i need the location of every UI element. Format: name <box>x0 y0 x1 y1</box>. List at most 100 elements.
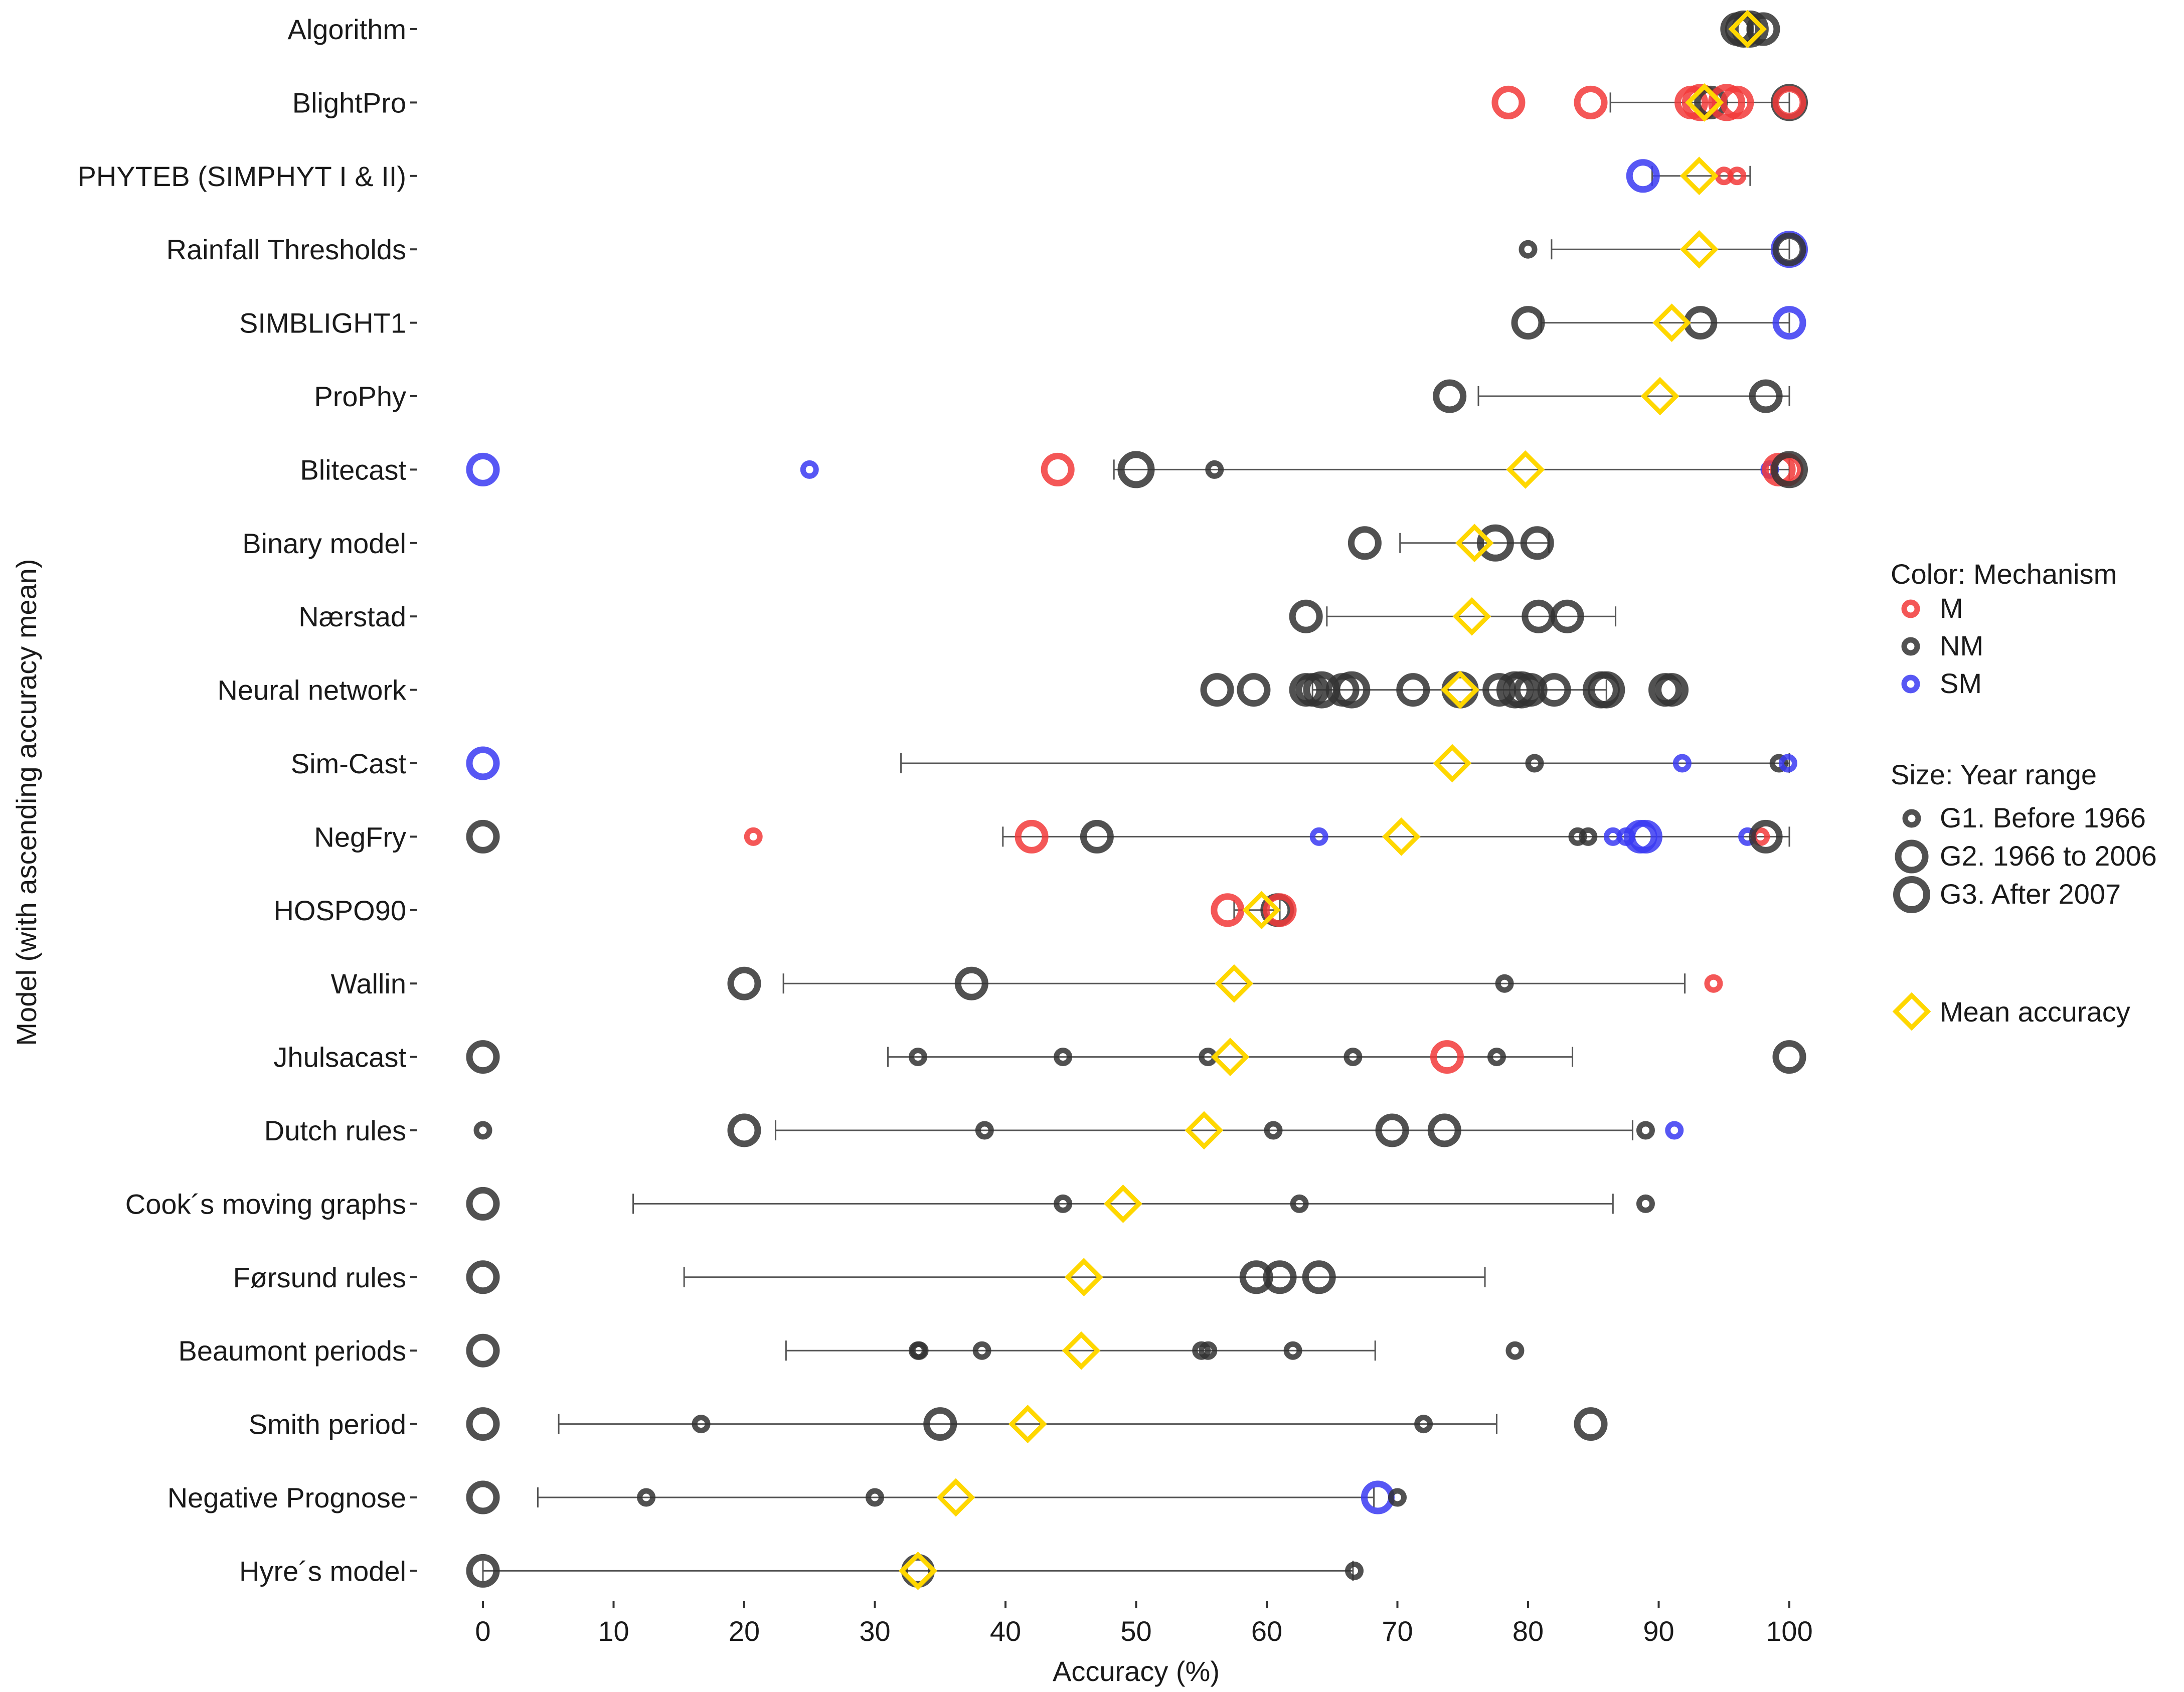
model-row-14 <box>466 1038 1806 1076</box>
x-axis-title: Accuracy (%) <box>1053 1655 1220 1687</box>
y-tick-label: Wallin <box>331 968 406 999</box>
data-point <box>972 1341 991 1360</box>
data-point <box>1749 379 1783 413</box>
model-row-3 <box>1519 230 1808 269</box>
mean-marker <box>1640 377 1679 416</box>
data-point <box>1574 85 1608 119</box>
data-point <box>1772 232 1806 266</box>
legend-color-title: Color: Mechanism <box>1891 558 2117 590</box>
data-point <box>1414 1415 1433 1434</box>
data-point <box>466 819 500 854</box>
model-row-19 <box>466 1405 1608 1443</box>
mean-marker <box>1652 303 1691 342</box>
y-tick-label: Cook´s moving graphs <box>125 1188 406 1220</box>
data-point <box>1239 1260 1273 1294</box>
data-point <box>1117 451 1155 488</box>
data-point <box>1665 1121 1684 1140</box>
y-tick-label: Førsund rules <box>233 1262 406 1293</box>
y-tick-label: Algorithm <box>287 14 406 45</box>
data-point <box>1550 599 1584 633</box>
legend-color-label: SM <box>1940 667 1982 699</box>
data-point <box>1626 159 1660 193</box>
data-point <box>1749 819 1783 854</box>
data-point <box>1505 1341 1525 1360</box>
data-point <box>1309 827 1328 846</box>
data-point <box>466 452 500 486</box>
data-point <box>1771 451 1808 488</box>
data-point <box>1015 819 1049 854</box>
y-tick-label: PHYTEB (SIMPHYT I & II) <box>77 160 406 192</box>
data-point <box>1430 1040 1464 1074</box>
y-tick-label: Neural network <box>217 674 407 706</box>
data-point <box>692 1415 711 1434</box>
data-point <box>1264 1121 1283 1140</box>
y-tick-label: Rainfall Thresholds <box>166 234 406 265</box>
model-row-8 <box>1289 597 1617 636</box>
model-row-7 <box>1348 524 1554 563</box>
model-row-5 <box>1433 377 1790 416</box>
mean-marker <box>1185 1111 1224 1150</box>
data-point <box>466 1333 500 1368</box>
data-point <box>1704 974 1723 993</box>
y-tick-label: Nærstad <box>298 601 406 632</box>
data-point <box>473 1121 492 1140</box>
data-point <box>1502 671 1540 709</box>
mean-marker <box>1433 744 1472 783</box>
data-point <box>923 1407 957 1441</box>
x-tick-label: 40 <box>990 1615 1021 1647</box>
legend: Color: Mechanism Size: Year range Mean a… <box>1891 558 2157 1031</box>
data-point <box>466 1554 500 1588</box>
y-tick-label: Dutch rules <box>264 1115 406 1146</box>
data-point <box>727 1113 761 1147</box>
data-point <box>1290 1194 1309 1213</box>
x-axis: 0 10 20 30 40 50 60 70 80 90 100 <box>475 1601 1813 1647</box>
data-point <box>866 1488 884 1507</box>
data-point <box>1579 827 1598 846</box>
legend-color-label: NM <box>1940 630 1983 661</box>
data-point <box>466 1480 500 1514</box>
legend-size-swatch <box>1902 809 1921 828</box>
legend-size-label: G3. After 2007 <box>1940 878 2121 910</box>
data-point <box>1289 599 1323 633</box>
legend-color-label: M <box>1940 592 1963 624</box>
data-point <box>1041 452 1075 486</box>
data-point <box>1588 671 1625 709</box>
model-row-11 <box>466 817 1790 856</box>
mean-marker <box>1506 450 1545 489</box>
legend-mean-label: Mean accuracy <box>1940 996 2130 1028</box>
data-point <box>1054 1194 1073 1213</box>
data-point <box>466 746 500 780</box>
y-tick-label: HOSPO90 <box>273 895 406 926</box>
data-point <box>1263 893 1297 927</box>
data-point <box>1772 1040 1806 1074</box>
mean-marker <box>1242 891 1281 930</box>
data-point <box>1728 166 1747 186</box>
legend-color-swatch <box>1901 599 1920 618</box>
legend-color-swatch <box>1901 674 1920 694</box>
legend-size-swatch <box>1895 839 1929 874</box>
data-point <box>727 966 761 1000</box>
y-tick-label: Hyre´s model <box>239 1555 406 1587</box>
model-row-12 <box>1211 891 1297 930</box>
y-tick-label: BlightPro <box>292 87 406 118</box>
legend-mean-swatch <box>1892 992 1931 1031</box>
data-point <box>1388 1488 1407 1507</box>
data-point <box>1345 1561 1364 1580</box>
data-point <box>466 1407 500 1441</box>
mean-marker <box>1455 524 1494 563</box>
data-point <box>910 1341 929 1360</box>
legend-size-title: Size: Year range <box>1891 759 2097 790</box>
data-point <box>1537 673 1571 707</box>
data-point <box>1263 1260 1297 1294</box>
mean-marker <box>1679 156 1719 196</box>
model-row-4 <box>1511 303 1806 342</box>
data-point <box>1495 974 1514 993</box>
data-point <box>1525 754 1544 773</box>
plot-area <box>466 10 1808 1590</box>
y-tick-label: Binary model <box>242 528 406 559</box>
x-tick-label: 30 <box>859 1615 890 1647</box>
data-point <box>1333 671 1371 709</box>
data-point <box>744 827 763 846</box>
data-point <box>637 1488 656 1507</box>
data-point <box>466 1187 500 1221</box>
